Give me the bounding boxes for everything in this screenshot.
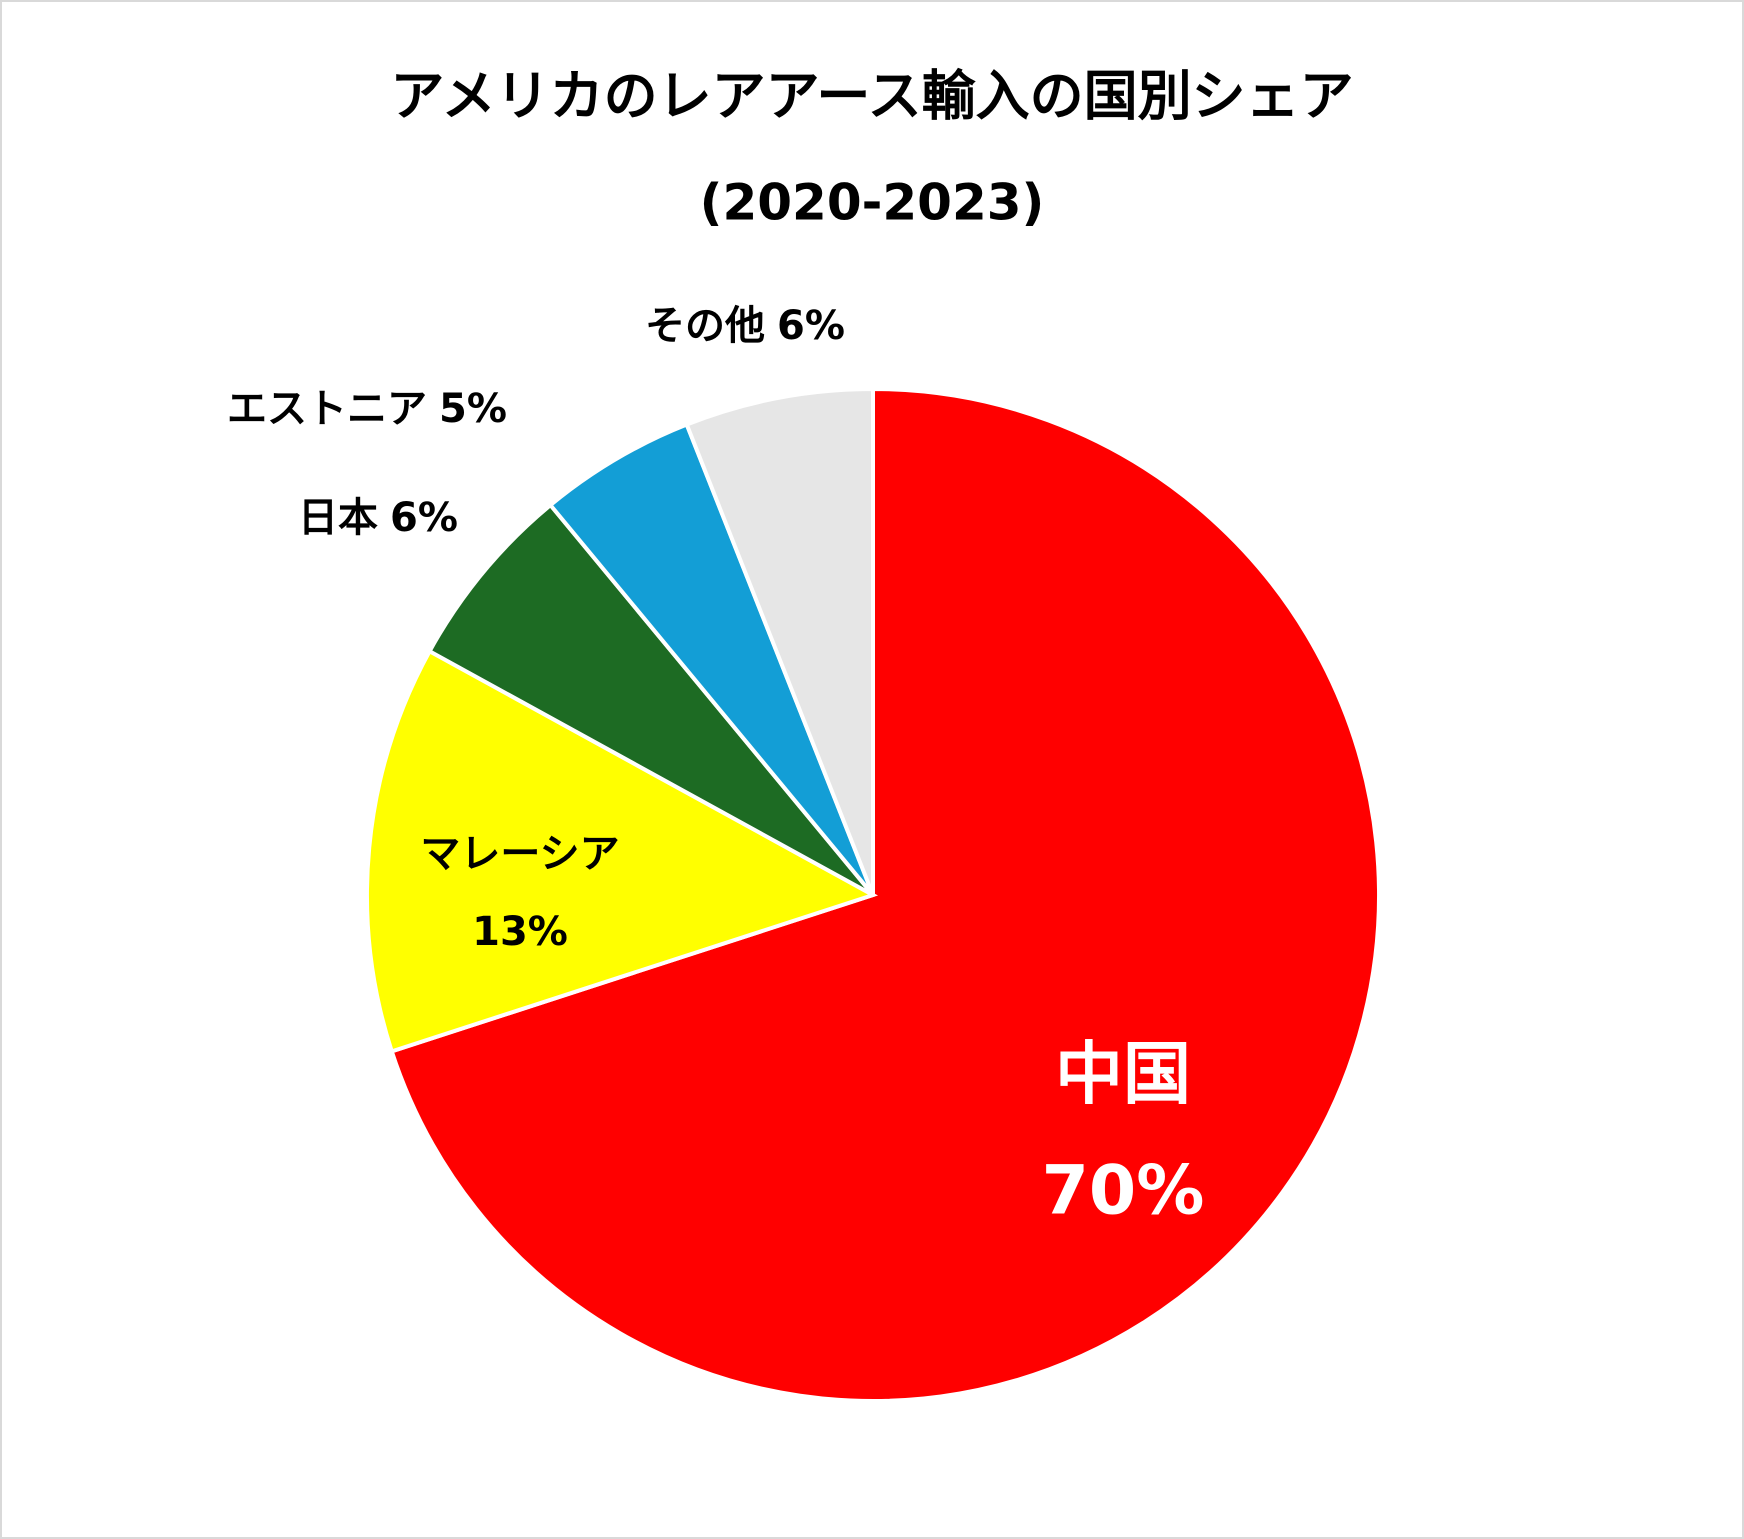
chart-subtitle: (2020-2023) (700, 174, 1045, 232)
pie-slice (426, 502, 875, 897)
slice-label: その他 6% (645, 303, 845, 349)
chart-title: アメリカのレアアース輸入の国別シェア (390, 65, 1353, 128)
value-label: 5% (439, 386, 507, 432)
slice-label: マレーシア (420, 831, 619, 877)
pie-slice (389, 386, 1381, 1403)
slice-label: 中国 (1055, 1036, 1191, 1115)
category-label: エストニア (227, 386, 427, 432)
category-label: 日本 (298, 495, 378, 541)
value-label: 6% (390, 495, 458, 541)
value-label: 13% (472, 909, 568, 955)
category-label: その他 (645, 303, 765, 349)
value-label: 70% (1042, 1152, 1205, 1231)
slice-label: 日本 6% (298, 495, 458, 541)
pie-slice (547, 421, 875, 897)
pie-slice (684, 386, 875, 896)
slice-label: エストニア 5% (227, 386, 507, 432)
value-label: 6% (777, 303, 845, 349)
pie-slice (365, 648, 879, 1054)
